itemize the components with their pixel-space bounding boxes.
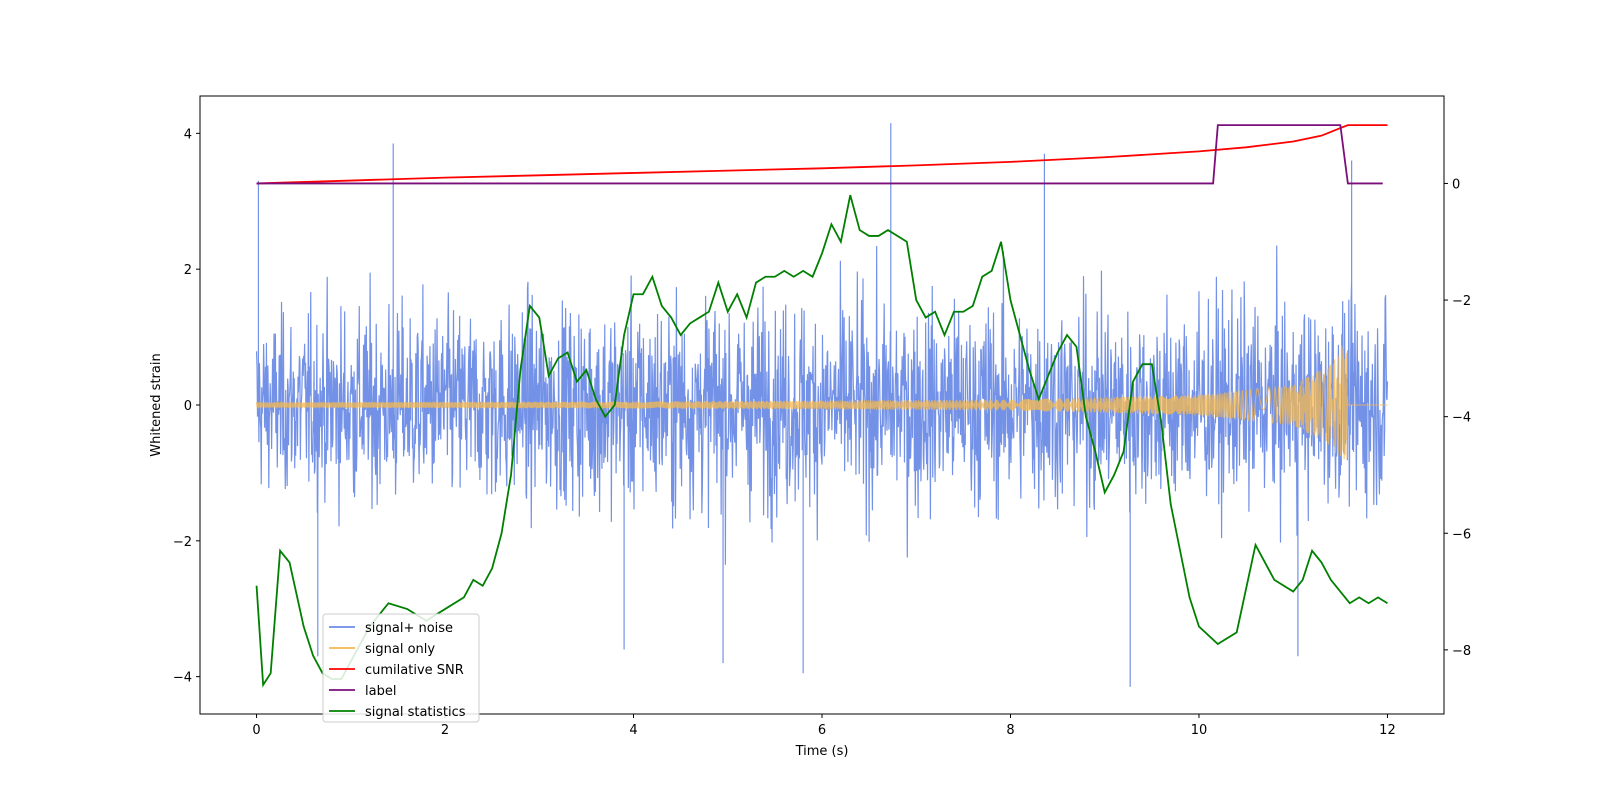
- y-right-tick-label: 0: [1452, 177, 1460, 192]
- y-tick-label: 2: [184, 263, 192, 278]
- x-tick-label: 4: [629, 723, 637, 738]
- y-tick-label: −2: [173, 535, 192, 550]
- legend-box: [322, 613, 480, 723]
- series-signal-noise-line: [255, 123, 1389, 687]
- y-tick-label: 0: [184, 399, 192, 414]
- y-right-tick-label: −8: [1452, 644, 1471, 659]
- x-tick-label: 0: [252, 723, 260, 738]
- x-tick-label: 12: [1379, 723, 1396, 738]
- y-axis-label: Whitened strain: [149, 353, 164, 456]
- series-signal-statistics-line: [255, 194, 1388, 688]
- series-cumulative-snr-line: [256, 124, 1388, 185]
- x-tick-label: 10: [1191, 723, 1208, 738]
- x-tick-label: 2: [441, 723, 449, 738]
- legend-entry-label: signal+ noise: [365, 621, 453, 636]
- y-right-tick-label: −4: [1452, 411, 1471, 426]
- series-label-line: [256, 124, 1383, 185]
- y-right-tick-label: −2: [1452, 294, 1471, 309]
- series-signal-only-line: [256, 345, 1388, 460]
- x-axis-label: Time (s): [795, 744, 849, 759]
- legend-entry-label: signal only: [365, 642, 435, 657]
- x-tick-label: 8: [1006, 723, 1014, 738]
- legend-entry-label: label: [365, 684, 396, 699]
- y-right-tick-label: −6: [1452, 527, 1471, 542]
- legend-entry-label: signal statistics: [365, 705, 466, 720]
- legend-entry-label: cumilative SNR: [365, 663, 464, 678]
- y-tick-label: −4: [173, 671, 192, 686]
- x-tick-label: 6: [818, 723, 826, 738]
- y-tick-label: 4: [184, 127, 192, 142]
